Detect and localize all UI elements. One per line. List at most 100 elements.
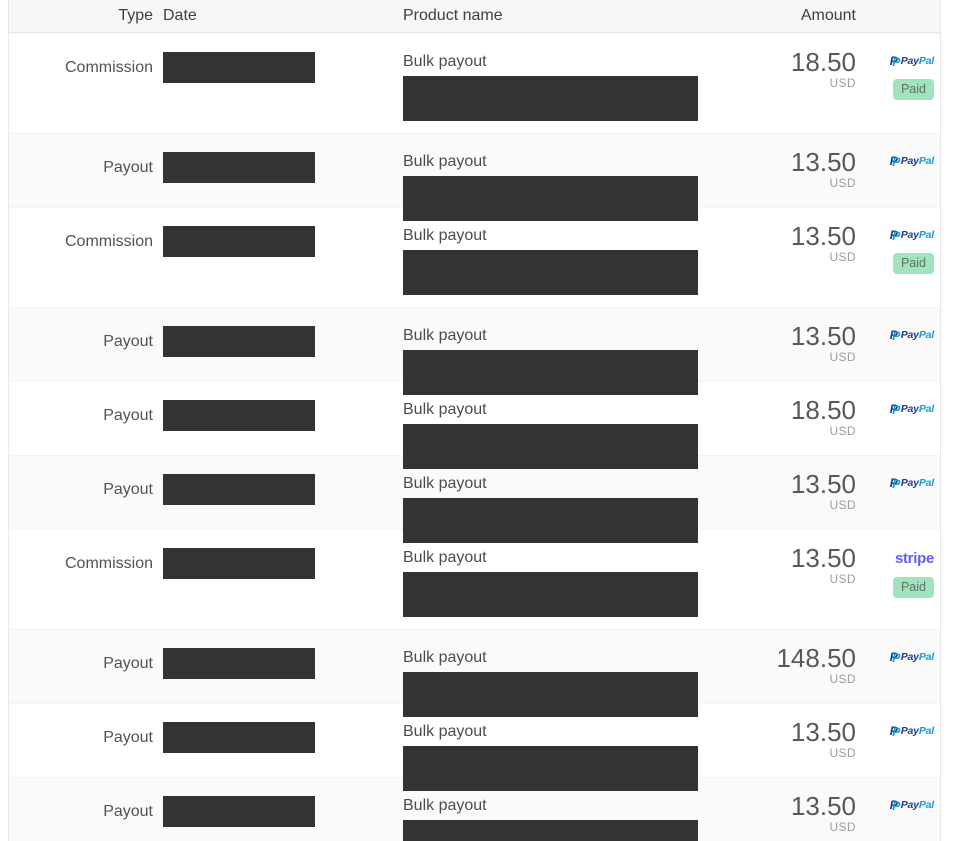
date-redacted-box: [163, 548, 315, 579]
amount-value: 13.50: [790, 791, 856, 821]
method-cell: P P PayPal: [856, 704, 940, 791]
date-cell: [153, 34, 403, 133]
date-cell: [153, 630, 403, 717]
date-redacted-box: [163, 722, 315, 753]
transaction-type: Payout: [103, 407, 153, 424]
method-cell: P P PayPal Paid: [856, 34, 940, 133]
date-cell: [153, 134, 403, 221]
method-cell: P P PayPal: [856, 778, 940, 841]
paypal-icon: P P PayPal: [889, 154, 934, 169]
amount-value: 13.50: [790, 717, 856, 747]
product-detail-redacted-box: [403, 672, 698, 717]
transaction-type: Commission: [64, 59, 153, 76]
method-cell: P P PayPal: [856, 308, 940, 395]
amount-cell: 18.50 USD: [699, 34, 856, 133]
table-row[interactable]: Commission Bulk payout 18.50 USD P P PayPa…: [9, 33, 940, 133]
product-cell: Bulk payout: [403, 134, 699, 221]
product-name: Bulk payout: [403, 53, 487, 70]
product-name: Bulk payout: [403, 649, 487, 666]
paypal-icon: P P PayPal: [889, 724, 934, 739]
method-cell: P P PayPal: [856, 630, 940, 717]
column-header-method: [856, 0, 940, 32]
date-redacted-box: [163, 796, 315, 827]
date-cell: [153, 208, 403, 307]
table-row[interactable]: Payout Bulk payout 148.50 USD P P PayPal: [9, 629, 940, 717]
amount-value: 13.50: [790, 469, 856, 499]
stripe-icon: stripe: [894, 550, 934, 567]
product-cell: Bulk payout: [403, 778, 699, 841]
paid-status-badge: Paid: [892, 253, 934, 274]
table-row[interactable]: Commission Bulk payout 13.50 USD stripe …: [9, 529, 940, 629]
date-redacted-box: [163, 326, 315, 357]
amount-value: 13.50: [790, 147, 856, 177]
date-cell: [153, 704, 403, 791]
transaction-type: Commission: [64, 233, 153, 250]
column-header-type: Type: [118, 7, 153, 24]
product-cell: Bulk payout: [403, 382, 699, 469]
amount-currency: USD: [829, 176, 856, 190]
table-row[interactable]: Payout Bulk payout 18.50 USD P P PayPal: [9, 381, 940, 469]
paid-status-badge: Paid: [892, 79, 934, 100]
product-detail-redacted-box: [403, 820, 698, 841]
amount-cell: 13.50 USD: [699, 704, 856, 791]
date-redacted-box: [163, 226, 315, 257]
date-redacted-box: [163, 400, 315, 431]
table-row[interactable]: Payout Bulk payout 13.50 USD P P PayPal: [9, 777, 940, 841]
product-detail-redacted-box: [403, 572, 698, 617]
table-body: Commission Bulk payout 18.50 USD P P PayPa…: [9, 33, 940, 841]
paid-status-badge: Paid: [892, 577, 934, 598]
amount-value: 148.50: [776, 643, 856, 673]
method-cell: P P PayPal: [856, 456, 940, 543]
amount-currency: USD: [829, 746, 856, 760]
amount-cell: 13.50 USD: [699, 208, 856, 307]
table-row[interactable]: Payout Bulk payout 13.50 USD P P PayPal: [9, 133, 940, 221]
amount-cell: 13.50 USD: [699, 456, 856, 543]
product-detail-redacted-box: [403, 176, 698, 221]
transaction-type: Payout: [103, 481, 153, 498]
amount-value: 18.50: [790, 47, 856, 77]
amount-currency: USD: [829, 672, 856, 686]
amount-currency: USD: [829, 76, 856, 90]
product-cell: Bulk payout: [403, 704, 699, 791]
method-cell: P P PayPal Paid: [856, 208, 940, 307]
amount-cell: 13.50 USD: [699, 778, 856, 841]
transaction-type: Payout: [103, 655, 153, 672]
amount-currency: USD: [829, 820, 856, 834]
column-header-amount: Amount: [800, 7, 856, 24]
product-name: Bulk payout: [403, 475, 487, 492]
product-detail-redacted-box: [403, 498, 698, 543]
table-row[interactable]: Payout Bulk payout 13.50 USD P P PayPal: [9, 307, 940, 395]
paypal-icon: P P PayPal: [889, 798, 934, 813]
column-header-product: Product name: [403, 7, 503, 24]
product-detail-redacted-box: [403, 76, 698, 121]
product-name: Bulk payout: [403, 401, 487, 418]
product-cell: Bulk payout: [403, 208, 699, 307]
table-row[interactable]: Commission Bulk payout 13.50 USD P P PayPa…: [9, 207, 940, 307]
product-name: Bulk payout: [403, 549, 487, 566]
transaction-type: Payout: [103, 333, 153, 350]
method-cell: P P PayPal: [856, 382, 940, 469]
amount-value: 13.50: [790, 221, 856, 251]
paypal-icon: P P PayPal: [889, 476, 934, 491]
paypal-icon: P P PayPal: [889, 650, 934, 665]
product-cell: Bulk payout: [403, 456, 699, 543]
date-cell: [153, 530, 403, 629]
paypal-icon: P P PayPal: [889, 228, 934, 243]
date-cell: [153, 778, 403, 841]
paypal-icon: P P PayPal: [889, 402, 934, 417]
product-name: Bulk payout: [403, 797, 487, 814]
product-name: Bulk payout: [403, 723, 487, 740]
date-cell: [153, 456, 403, 543]
table-header: Type Date Product name Amount: [9, 0, 940, 33]
amount-currency: USD: [829, 350, 856, 364]
product-cell: Bulk payout: [403, 34, 699, 133]
product-detail-redacted-box: [403, 250, 698, 295]
